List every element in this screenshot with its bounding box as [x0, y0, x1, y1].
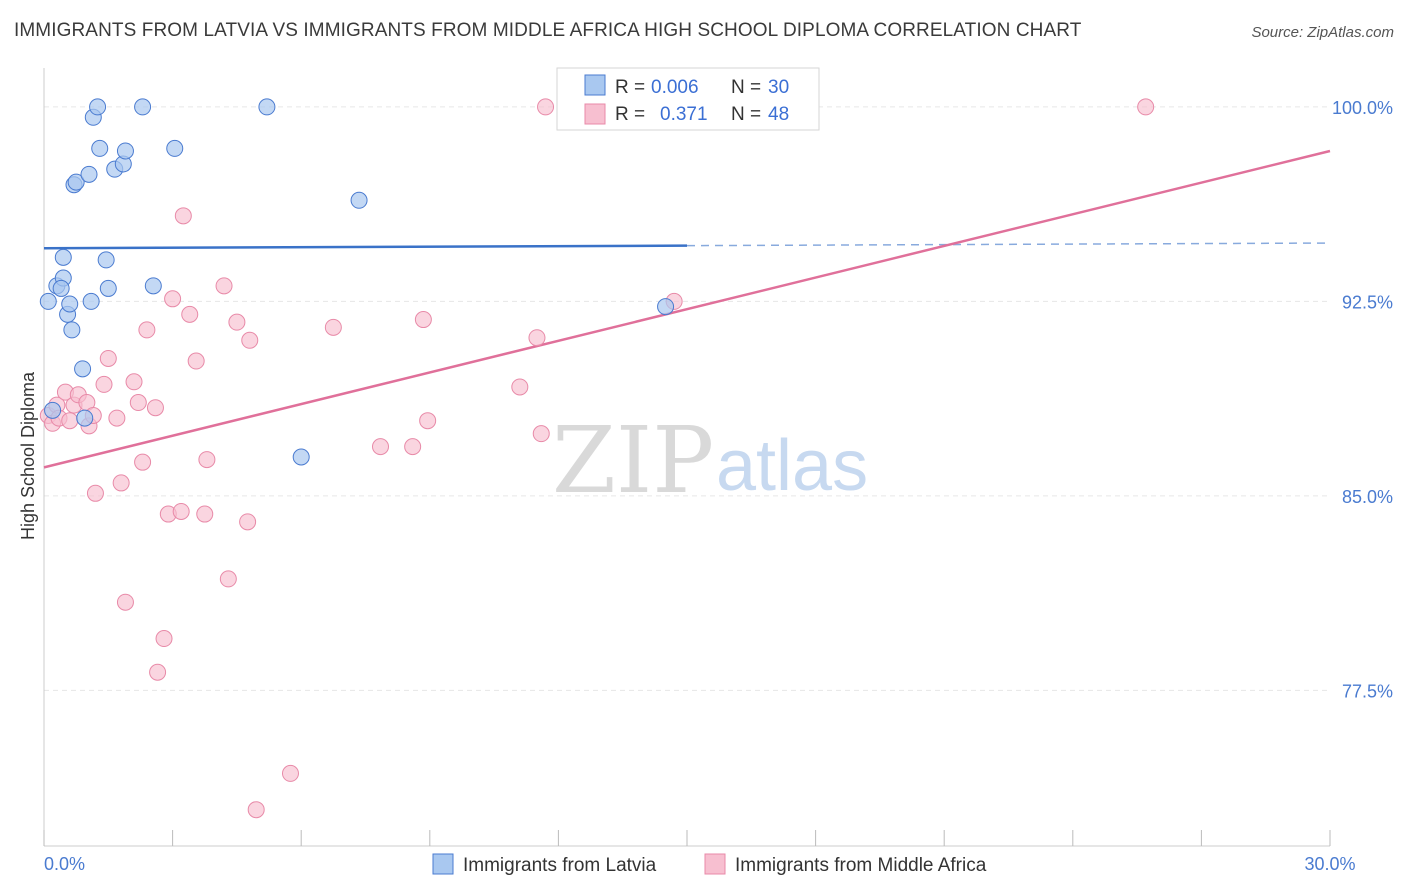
point-latvia: [54, 248, 72, 266]
point-latvia: [74, 360, 92, 378]
x-tick-label: 0.0%: [44, 854, 85, 874]
y-tick-label: 85.0%: [1342, 487, 1393, 507]
point-africa: [196, 505, 214, 523]
point-latvia: [116, 142, 134, 160]
point-africa: [181, 305, 199, 323]
point-africa: [116, 593, 134, 611]
point-africa: [187, 352, 205, 370]
chart-source: Source: ZipAtlas.com: [1251, 24, 1394, 41]
point-africa: [511, 378, 529, 396]
legend-r-value-latvia: 0.006: [651, 77, 699, 98]
point-africa: [414, 311, 432, 329]
legend-r-label-latvia: R =: [615, 77, 645, 98]
tick-layer: 100.0% 92.5% 85.0% 77.5% 0.0% 30.0%: [43, 98, 1393, 874]
point-africa: [228, 313, 246, 331]
point-latvia: [44, 401, 62, 419]
point-africa: [174, 207, 192, 225]
legend-swatch-latvia: [584, 74, 606, 96]
point-layer: [39, 98, 1155, 819]
point-latvia: [350, 191, 368, 209]
y-axis-label: High School Diploma: [18, 371, 38, 540]
point-latvia: [91, 139, 109, 157]
legend-swatch-africa: [584, 103, 606, 125]
point-africa: [149, 663, 167, 681]
point-africa: [247, 801, 265, 819]
legend-n-label-latvia: N =: [731, 77, 761, 98]
x-tick-label: 30.0%: [1304, 854, 1355, 874]
point-latvia: [166, 139, 184, 157]
point-africa: [215, 277, 233, 295]
point-latvia: [61, 295, 79, 313]
point-africa: [164, 290, 182, 308]
point-africa: [404, 438, 422, 456]
watermark-zip: ZIP: [552, 407, 714, 514]
point-africa: [281, 764, 299, 782]
point-africa: [172, 502, 190, 520]
trendline-latvia: [43, 244, 688, 250]
point-latvia: [144, 277, 162, 295]
bottom-legend-swatch-africa: [704, 853, 726, 875]
correlation-legend: R = 0.006 N = 30 R = 0.371 N = 48: [556, 67, 820, 131]
point-africa: [129, 394, 147, 412]
legend-n-value-latvia: 30: [768, 77, 789, 98]
point-latvia: [82, 292, 100, 310]
legend-n-value-africa: 48: [768, 104, 789, 125]
legend-n-label-africa: N =: [731, 104, 761, 125]
point-latvia: [99, 279, 117, 297]
legend-r-label-africa: R =: [615, 104, 645, 125]
y-tick-label: 77.5%: [1342, 681, 1393, 701]
bottom-legend-label-africa: Immigrants from Middle Africa: [735, 855, 987, 876]
chart-title: IMMIGRANTS FROM LATVIA VS IMMIGRANTS FRO…: [14, 20, 1082, 41]
grid-layer: [44, 106, 1330, 691]
point-africa: [241, 331, 259, 349]
point-africa: [134, 453, 152, 471]
point-africa: [99, 349, 117, 367]
point-africa: [146, 399, 164, 417]
trendline-africa: [43, 149, 1331, 469]
point-africa: [112, 474, 130, 492]
point-latvia: [89, 98, 107, 116]
point-africa: [239, 513, 257, 531]
point-africa: [419, 412, 437, 430]
legend-r-value-africa: 0.371: [660, 104, 708, 125]
point-africa: [108, 409, 126, 427]
watermark-atlas: atlas: [716, 426, 868, 506]
point-latvia: [80, 165, 98, 183]
point-africa: [324, 318, 342, 336]
point-latvia: [63, 321, 81, 339]
bottom-legend-swatch-latvia: [432, 853, 454, 875]
point-latvia: [292, 448, 310, 466]
point-africa: [528, 329, 546, 347]
watermark: ZIP atlas: [552, 407, 868, 514]
point-africa: [138, 321, 156, 339]
trend-layer: [43, 149, 1331, 469]
point-latvia: [76, 409, 94, 427]
trendline-latvia-extension: [686, 242, 1331, 247]
series-legend: Immigrants from Latvia Immigrants from M…: [432, 853, 987, 876]
point-africa: [95, 375, 113, 393]
point-latvia: [52, 279, 70, 297]
point-latvia: [657, 298, 675, 316]
point-africa: [1137, 98, 1155, 116]
point-africa: [532, 425, 550, 443]
point-latvia: [39, 292, 57, 310]
point-africa: [198, 451, 216, 469]
point-africa: [61, 412, 79, 430]
point-africa: [125, 373, 143, 391]
y-tick-label: 92.5%: [1342, 292, 1393, 312]
point-latvia: [67, 173, 85, 191]
point-africa: [86, 484, 104, 502]
point-latvia: [258, 98, 276, 116]
point-africa: [537, 98, 555, 116]
point-latvia: [97, 251, 115, 269]
bottom-legend-label-latvia: Immigrants from Latvia: [463, 855, 657, 876]
point-africa: [372, 438, 390, 456]
point-africa: [155, 630, 173, 648]
point-latvia: [134, 98, 152, 116]
point-africa: [219, 570, 237, 588]
y-tick-label: 100.0%: [1332, 98, 1393, 118]
